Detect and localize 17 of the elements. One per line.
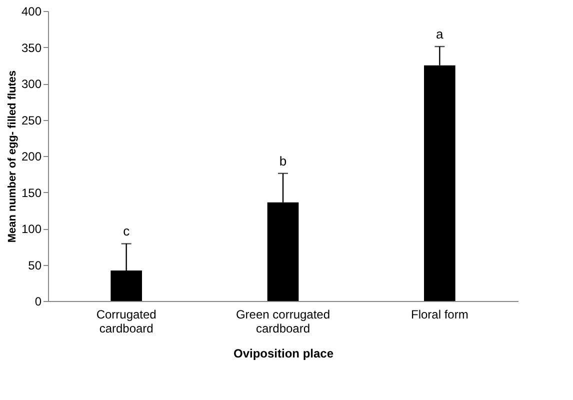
x-axis-title: Oviposition place xyxy=(233,346,334,360)
annotation: a xyxy=(436,26,444,42)
x-tick-label: Green corrugated cardboard xyxy=(236,308,330,336)
y-tick-label: 250 xyxy=(21,113,42,128)
y-tick-label: 150 xyxy=(21,186,42,200)
x-tick-label: Floral form xyxy=(410,308,468,322)
annotation: b xyxy=(279,153,287,168)
y-axis-title: Mean number of egg- filled flutes xyxy=(6,70,18,243)
y-tick-label: 50 xyxy=(28,258,42,272)
y-tick-label: 200 xyxy=(21,150,42,164)
y-tick-label: 300 xyxy=(21,77,42,91)
x-tick-label: Corrugated cardboard xyxy=(96,308,156,336)
y-tick-label: 350 xyxy=(21,40,42,55)
annotation: c xyxy=(123,224,130,239)
y-tick-label: 100 xyxy=(21,222,42,236)
y-tick-label: 400 xyxy=(21,4,42,18)
y-tick-label: 0 xyxy=(34,294,42,308)
